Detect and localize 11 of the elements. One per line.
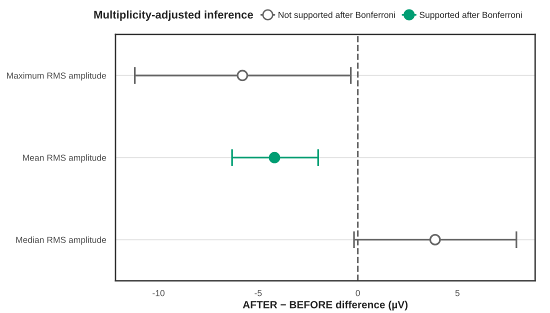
y-tick-label: Median RMS amplitude [16, 236, 106, 245]
x-axis-title: AFTER − BEFORE difference (µV) [242, 300, 408, 310]
x-tick-label: 5 [455, 290, 460, 296]
legend-title: Multiplicity-adjusted inference [94, 10, 254, 21]
legend-label: Not supported after Bonferroni [278, 12, 395, 20]
x-tick-label: -10 [152, 290, 165, 296]
y-tick-label: Mean RMS amplitude [23, 154, 106, 163]
y-tick-label: Maximum RMS amplitude [7, 72, 106, 80]
x-tick-label: 0 [356, 290, 360, 296]
legend-label: Supported after Bonferroni [420, 12, 522, 20]
x-tick-label: -5 [254, 290, 262, 296]
